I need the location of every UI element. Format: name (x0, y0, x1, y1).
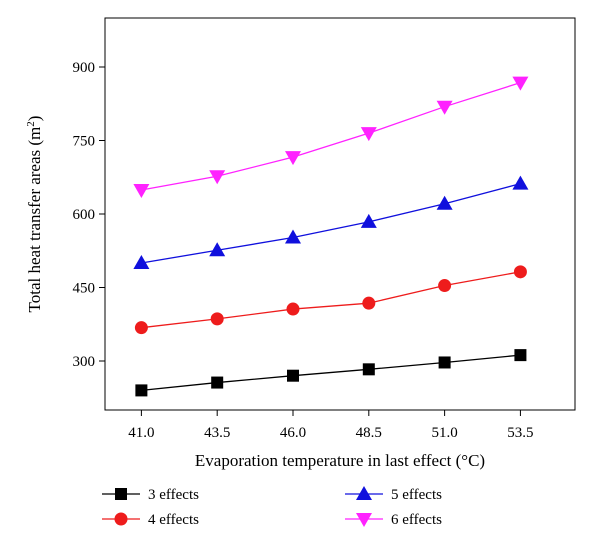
series-layer (133, 76, 529, 397)
data-point (287, 369, 299, 382)
data-point (513, 265, 527, 279)
data-point (514, 349, 527, 362)
x-axis: 41.0 43.5 46.0 48.5 51.0 53.5 (128, 410, 534, 441)
x-tick-label: 51.0 (431, 425, 457, 441)
x-tick-label: 41.0 (128, 425, 154, 441)
series-line (141, 354, 521, 392)
data-point (285, 151, 301, 166)
data-point (512, 76, 529, 91)
y-tick-label: 450 (73, 281, 96, 297)
legend-item: 5 effects (345, 486, 442, 503)
series-line (141, 182, 521, 264)
legend-marker (114, 512, 128, 526)
series-5-effects (133, 175, 529, 269)
legend-item: 3 effects (102, 487, 199, 503)
legend-label: 5 effects (391, 487, 442, 503)
series-line (141, 271, 521, 329)
legend: 3 effects 4 effects 5 effects 6 effects (102, 486, 442, 528)
data-point (362, 296, 376, 310)
data-point (285, 229, 301, 244)
data-point (210, 312, 224, 326)
legend-marker (115, 488, 127, 500)
data-point (133, 255, 150, 269)
x-tick-label: 43.5 (204, 425, 230, 441)
x-tick-label: 46.0 (280, 425, 306, 441)
data-point (436, 195, 453, 210)
data-point (286, 302, 300, 316)
data-point (360, 127, 377, 142)
series-3-effects (135, 349, 527, 397)
data-point (512, 175, 529, 190)
x-tick-label: 48.5 (356, 425, 382, 441)
data-point (438, 356, 451, 369)
x-axis-label: Evaporation temperature in last effect (… (195, 451, 485, 470)
y-tick-label: 300 (73, 354, 96, 370)
data-point (360, 213, 377, 228)
y-tick-label: 900 (73, 60, 96, 76)
data-point (133, 183, 150, 198)
y-tick-label: 750 (73, 134, 96, 150)
data-point (438, 279, 452, 293)
x-tick-label: 53.5 (507, 425, 533, 441)
plot-frame (104, 17, 576, 411)
data-point (362, 363, 375, 376)
legend-item: 6 effects (345, 512, 442, 528)
series-6-effects (133, 76, 529, 198)
y-axis: 300 450 600 750 900 (73, 60, 105, 370)
y-tick-label: 600 (73, 207, 96, 223)
legend-label: 6 effects (391, 512, 442, 528)
legend-label: 3 effects (148, 487, 199, 503)
data-point (211, 376, 224, 389)
legend-label: 4 effects (148, 512, 199, 528)
data-point (134, 321, 148, 335)
data-point (436, 100, 453, 115)
legend-marker (356, 486, 372, 500)
legend-item: 4 effects (102, 512, 199, 528)
series-4-effects (134, 265, 527, 335)
legend-marker (356, 513, 372, 527)
data-point (135, 384, 148, 397)
series-line (141, 82, 521, 191)
data-point (209, 242, 226, 257)
y-axis-label: Total heat transfer areas (m2) (25, 116, 44, 313)
data-point (209, 170, 226, 185)
